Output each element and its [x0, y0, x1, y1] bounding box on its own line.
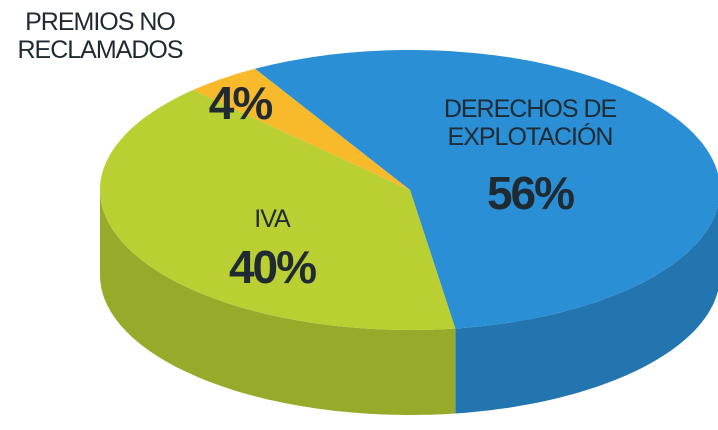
value-label: 56% [486, 167, 575, 219]
slice [100, 90, 456, 330]
slice [255, 50, 718, 329]
category-label: IVA [254, 205, 290, 233]
category-label: PREMIOS NO RECLAMADOS [17, 8, 183, 64]
value-label: 4% [208, 77, 274, 129]
slice [193, 68, 410, 190]
value-label: 40% [228, 241, 317, 293]
category-label: DERECHOS DE EXPLOTACIÓN [443, 95, 617, 151]
slice-side [455, 205, 718, 414]
slice-side [100, 190, 456, 415]
